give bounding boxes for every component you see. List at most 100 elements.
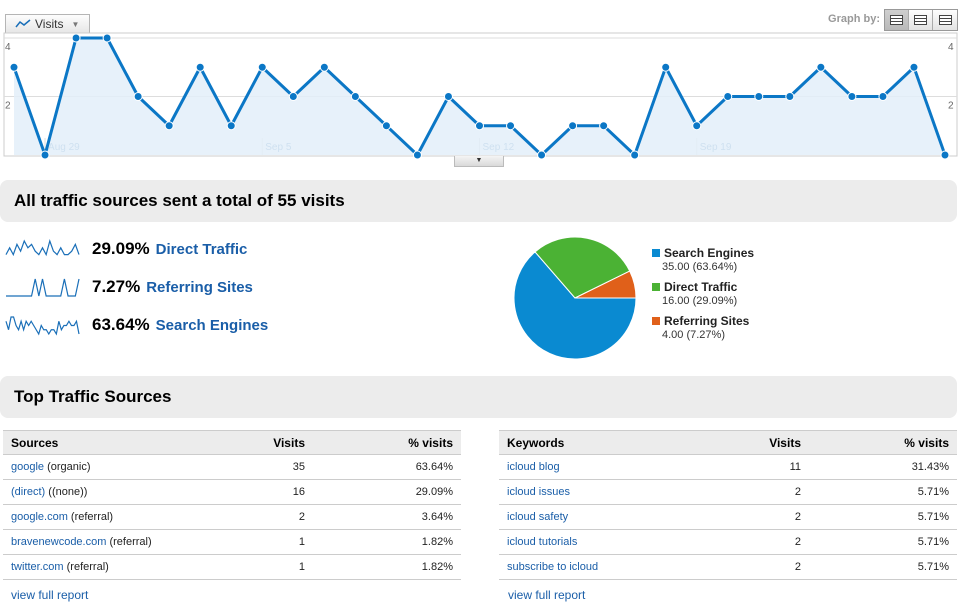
graph-by-buttons	[884, 9, 958, 31]
collapse-chart-toggle[interactable]: ▼	[454, 156, 504, 167]
data-point[interactable]	[723, 92, 733, 101]
data-point[interactable]	[133, 92, 143, 101]
month-icon	[938, 15, 952, 25]
pct-cell: 5.71%	[809, 554, 957, 580]
keyword-link[interactable]: subscribe to icloud	[507, 561, 599, 573]
source-link[interactable]: bravenewcode.com	[11, 536, 107, 548]
column-header-pct: % visits	[313, 430, 461, 455]
data-point[interactable]	[226, 121, 236, 131]
data-point[interactable]	[692, 121, 702, 131]
column-header-visits: Visits	[223, 430, 313, 455]
table-row: twitter.com (referral) 1 1.82%	[3, 554, 461, 580]
table-row: google (organic) 35 63.64%	[3, 454, 461, 480]
data-point[interactable]	[816, 62, 826, 72]
data-point[interactable]	[412, 150, 422, 160]
keyword-link[interactable]: icloud safety	[507, 511, 569, 523]
y-tick-label-left: 2	[5, 101, 11, 112]
y-tick-label-left: 4	[5, 42, 11, 53]
data-point[interactable]	[319, 62, 329, 72]
data-point[interactable]	[754, 92, 764, 101]
data-point[interactable]	[102, 33, 112, 43]
referring-sites-sparkline	[6, 278, 80, 297]
sources-full-report-link[interactable]: view full report	[11, 588, 89, 602]
data-point[interactable]	[537, 150, 547, 160]
table-row: bravenewcode.com (referral) 1 1.82%	[3, 529, 461, 555]
legend-item-direct: Direct Traffic 16.00 (29.09%)	[652, 280, 754, 307]
source-link[interactable]: twitter.com	[11, 561, 64, 573]
search-engines-link[interactable]: Search Engines	[155, 316, 269, 334]
data-point[interactable]	[350, 92, 360, 101]
legend-swatch	[652, 317, 660, 325]
data-point[interactable]	[288, 92, 298, 101]
visits-cell: 11	[719, 454, 809, 480]
data-point[interactable]	[443, 92, 453, 101]
keyword-link[interactable]: icloud tutorials	[507, 536, 578, 548]
data-point[interactable]	[661, 62, 671, 72]
data-point[interactable]	[506, 121, 516, 131]
source-medium: (organic)	[44, 461, 91, 473]
column-header-sources: Sources	[3, 430, 223, 455]
table-row: icloud tutorials 2 5.71%	[499, 529, 957, 555]
visits-cell: 16	[223, 479, 313, 505]
keyword-link[interactable]: icloud blog	[507, 461, 560, 473]
legend-swatch	[652, 249, 660, 257]
data-point[interactable]	[630, 150, 640, 160]
data-point[interactable]	[909, 62, 919, 72]
graph-by-day-button[interactable]	[885, 10, 909, 30]
traffic-pie-chart	[513, 236, 637, 360]
table-row: icloud blog 11 31.43%	[499, 454, 957, 480]
pie-slice[interactable]	[574, 270, 637, 299]
direct-traffic-link[interactable]: Direct Traffic	[155, 240, 248, 258]
legend-detail: 4.00 (7.27%)	[662, 329, 725, 341]
source-row-referring: 7.27% Referring Sites	[5, 276, 253, 298]
y-tick-label-right: 4	[948, 42, 954, 53]
sparkline-line	[5, 316, 80, 336]
sparkline-line	[6, 278, 80, 297]
table-row: (direct) ((none)) 16 29.09%	[3, 479, 461, 505]
referring-sites-link[interactable]: Referring Sites	[146, 278, 253, 296]
source-percent: 29.09%	[92, 239, 150, 258]
data-point[interactable]	[785, 92, 795, 101]
visits-cell: 1	[223, 529, 313, 555]
week-icon	[914, 15, 927, 25]
pie-slice[interactable]	[513, 251, 637, 360]
keyword-link[interactable]: icloud issues	[507, 486, 570, 498]
data-point[interactable]	[878, 92, 888, 101]
pct-cell: 31.43%	[809, 454, 957, 480]
visits-cell: 2	[719, 529, 809, 555]
sources-table: Sources Visits % visits google (organic)…	[3, 430, 461, 580]
pct-cell: 5.71%	[809, 529, 957, 555]
source-link[interactable]: google.com	[11, 511, 68, 523]
pct-cell: 29.09%	[313, 479, 461, 505]
pct-cell: 5.71%	[809, 504, 957, 530]
data-point[interactable]	[847, 92, 857, 101]
data-point[interactable]	[195, 62, 205, 72]
data-point[interactable]	[475, 121, 484, 131]
metric-label: Visits	[35, 17, 64, 31]
search-engines-sparkline	[5, 316, 80, 336]
graph-by-week-button[interactable]	[909, 10, 933, 30]
data-point[interactable]	[599, 121, 609, 131]
data-point[interactable]	[71, 33, 81, 43]
data-point[interactable]	[257, 62, 267, 72]
source-medium: ((none))	[45, 486, 88, 498]
column-header-keywords: Keywords	[499, 430, 719, 455]
keywords-full-report-link[interactable]: view full report	[508, 588, 586, 602]
source-link[interactable]: (direct)	[11, 486, 46, 498]
visits-cell: 2	[719, 554, 809, 580]
data-point[interactable]	[9, 62, 19, 72]
data-point[interactable]	[568, 121, 578, 131]
line-chart-icon	[15, 19, 31, 28]
metric-selector[interactable]: Visits ▼	[5, 14, 90, 33]
data-point[interactable]	[381, 121, 391, 131]
data-point[interactable]	[40, 150, 50, 160]
data-point[interactable]	[940, 150, 950, 160]
graph-by-month-button[interactable]	[933, 10, 957, 30]
visits-cell: 35	[223, 454, 313, 480]
visits-cell: 2	[223, 504, 313, 530]
source-link[interactable]: google	[11, 461, 45, 473]
data-point[interactable]	[164, 121, 174, 131]
pie-slice[interactable]	[534, 236, 631, 299]
source-medium: (referral)	[67, 511, 114, 523]
pie-legend: Search Engines 35.00 (63.64%) Direct Tra…	[652, 246, 754, 348]
